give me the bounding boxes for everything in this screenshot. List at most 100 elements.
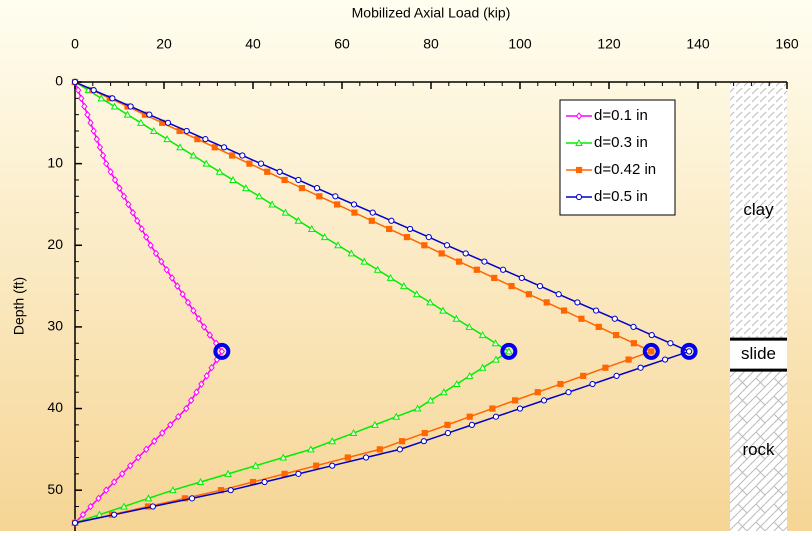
legend-marker [576,167,581,172]
data-point [426,235,431,240]
data-point [317,194,322,199]
data-point [377,447,382,452]
soil-layer-label: rock [742,440,775,459]
data-point [439,251,444,256]
data-point [112,512,117,517]
data-point [229,153,234,158]
data-point [579,316,584,321]
data-point [535,390,540,395]
x-tick-label: 40 [245,36,261,52]
data-point [221,145,226,150]
data-point [463,251,468,256]
data-point [544,300,549,305]
data-point [556,292,561,297]
data-point [363,455,368,460]
data-point [490,406,495,411]
data-point [184,128,189,133]
data-point [474,267,479,272]
data-point [649,332,654,337]
data-point [421,439,426,444]
data-point [296,471,301,476]
data-point [590,381,595,386]
data-point [444,243,449,248]
data-point [110,96,115,101]
data-point [195,137,200,142]
data-point [445,422,450,427]
data-point [262,479,267,484]
data-point [345,455,350,460]
data-point [165,120,170,125]
x-tick-label: 120 [597,36,621,52]
data-point [500,267,505,272]
y-tick-label: 50 [47,481,63,497]
data-point [399,439,404,444]
data-point [369,218,374,223]
legend-label: d=0.42 in [594,161,656,178]
data-point [333,194,338,199]
data-point [614,373,619,378]
data-point [397,447,402,452]
data-point [404,235,409,240]
data-point [389,218,394,223]
data-point [282,177,287,182]
data-point [247,161,252,166]
data-point [351,202,356,207]
data-point [612,316,617,321]
y-tick-label: 20 [47,236,63,252]
x-tick-label: 140 [686,36,710,52]
y-tick-label: 40 [47,399,63,415]
y-axis-title: Depth (ft) [11,277,27,335]
data-point [526,292,531,297]
data-point [422,430,427,435]
x-tick-label: 160 [775,36,799,52]
x-tick-label: 0 [71,36,79,52]
x-tick-label: 100 [508,36,532,52]
legend-label: d=0.5 in [594,188,648,205]
data-point [638,365,643,370]
data-point [72,520,77,525]
data-point [370,210,375,215]
data-point [212,145,217,150]
data-point [422,243,427,248]
data-point [352,210,357,215]
legend-marker [576,194,581,199]
x-tick-label: 80 [423,36,439,52]
data-point [228,488,233,493]
data-point [258,161,263,166]
soil-layer-label: clay [743,200,774,219]
x-axis-title: Mobilized Axial Load (kip) [352,5,511,21]
data-point [575,300,580,305]
data-point [335,202,340,207]
data-point [445,430,450,435]
legend-label: d=0.3 in [594,134,648,151]
data-point [128,104,133,109]
data-point [519,275,524,280]
data-point [566,390,571,395]
data-point [593,308,598,313]
y-tick-label: 10 [47,154,63,170]
data-point [662,357,667,362]
y-tick-label: 0 [55,73,63,89]
data-point [626,357,631,362]
legend-label: d=0.1 in [594,107,648,124]
data-point [150,504,155,509]
data-point [492,275,497,280]
data-point [561,308,566,313]
data-point [493,414,498,419]
data-point [240,153,245,158]
data-point [596,324,601,329]
soil-layer-label: slide [741,344,776,363]
x-tick-label: 20 [156,36,172,52]
data-point [614,332,619,337]
data-point [513,398,518,403]
data-point [517,406,522,411]
data-point [687,349,692,354]
data-point [469,422,474,427]
data-point [147,112,152,117]
data-point [314,463,319,468]
data-point [314,186,319,191]
data-point [91,88,96,93]
data-point [649,349,654,354]
data-point [296,177,301,182]
background [0,0,812,531]
